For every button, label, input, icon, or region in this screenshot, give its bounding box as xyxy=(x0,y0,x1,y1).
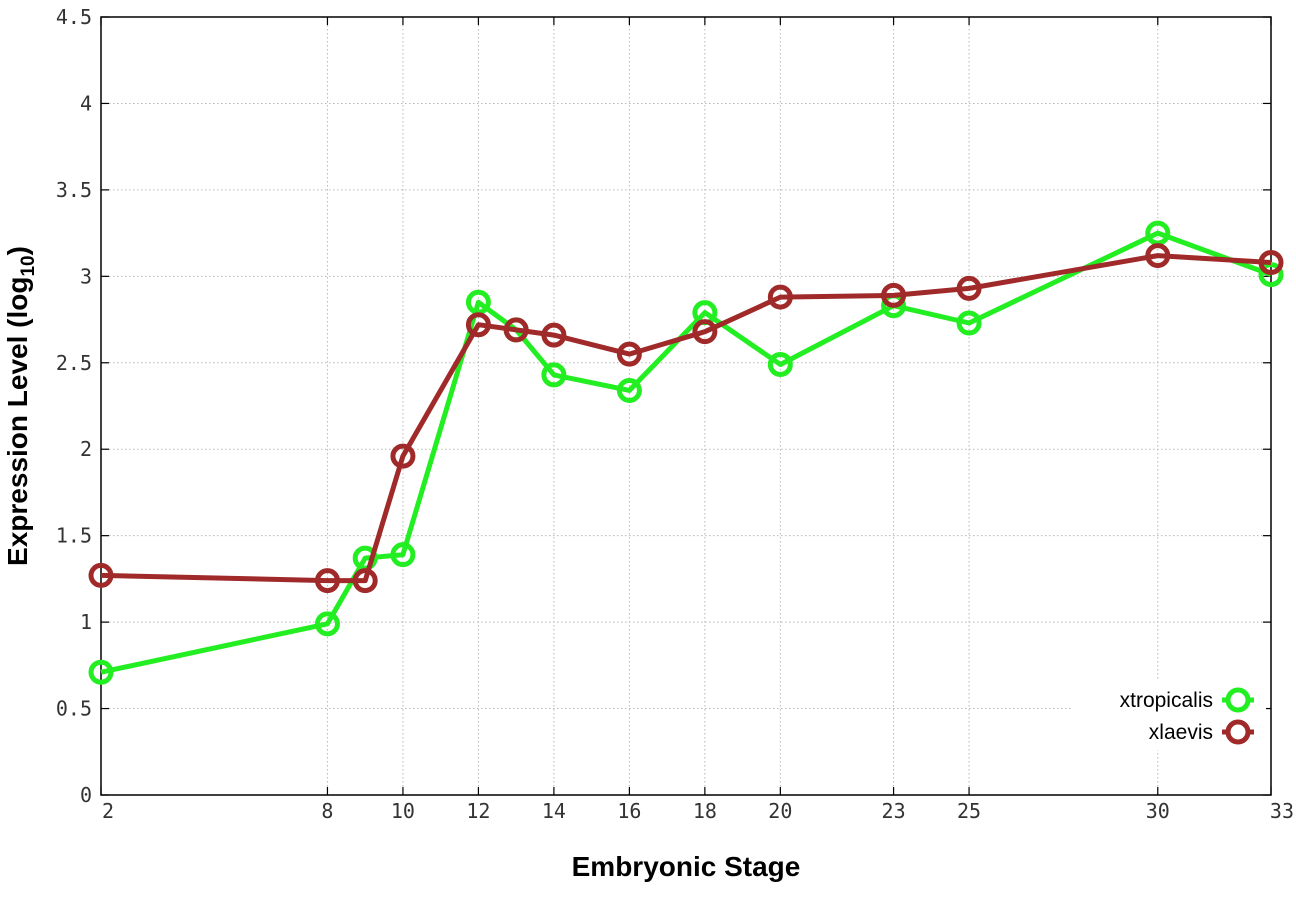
series-line-xlaevis xyxy=(100,253,1272,584)
y-tick-label: 2 xyxy=(80,437,92,461)
data-point-xlaevis xyxy=(314,568,340,594)
data-point-xlaevis xyxy=(503,317,529,343)
x-tick-label: 2 xyxy=(102,799,114,823)
y-tick-label: 0 xyxy=(80,783,92,807)
x-tick-label: 30 xyxy=(1146,799,1170,823)
data-point-xlaevis xyxy=(1258,250,1284,276)
y-axis-title-main: Expression Level (log xyxy=(2,277,33,566)
series xyxy=(88,220,1284,685)
x-tick-label: 14 xyxy=(542,799,566,823)
data-point-xtropicalis xyxy=(956,310,982,336)
data-point-xtropicalis xyxy=(541,362,567,388)
legend: xtropicalis xlaevis xyxy=(1072,680,1266,750)
y-tick-label: 4.5 xyxy=(56,5,92,29)
y-tick-label: 2.5 xyxy=(56,351,92,375)
data-point-xtropicalis xyxy=(88,659,114,685)
data-point-xtropicalis xyxy=(616,377,642,403)
y-axis-title-subscript: 10 xyxy=(18,255,39,276)
data-point-xlaevis xyxy=(390,443,416,469)
axis-ticks: 0 0.5 1 1.5 2 2.5 3 3.5 4 4.5 2 8 10 12 14 16 18 20 23 25 30… xyxy=(56,5,1294,823)
data-point-xlaevis xyxy=(1145,243,1171,269)
data-point-xlaevis xyxy=(767,284,793,310)
legend-marker-xlaevis xyxy=(1225,719,1251,745)
data-point-xlaevis xyxy=(541,322,567,348)
data-point-xtropicalis xyxy=(390,542,416,568)
x-tick-label: 20 xyxy=(768,799,792,823)
data-point-xlaevis xyxy=(881,282,907,308)
data-point-xtropicalis xyxy=(767,352,793,378)
x-tick-label: 10 xyxy=(391,799,415,823)
y-tick-label: 3 xyxy=(80,264,92,288)
data-point-xlaevis xyxy=(88,562,114,588)
data-point-xlaevis xyxy=(465,312,491,338)
data-point-xtropicalis xyxy=(1258,262,1284,288)
y-axis-title: Expression Level (log10) xyxy=(2,246,39,566)
legend-marker-xtropicalis xyxy=(1225,687,1251,713)
data-point-xlaevis xyxy=(616,341,642,367)
y-axis-title-close: ) xyxy=(2,246,33,255)
x-tick-label: 8 xyxy=(321,799,333,823)
data-point-xtropicalis xyxy=(314,611,340,637)
y-tick-label: 4 xyxy=(80,91,92,115)
y-tick-label: 3.5 xyxy=(56,178,92,202)
legend-label-xlaevis: xlaevis xyxy=(1149,721,1213,744)
series-xtropicalis xyxy=(88,220,1284,685)
x-tick-label: 25 xyxy=(957,799,981,823)
series-line-xtropicalis xyxy=(100,230,1272,675)
y-tick-label: 0.5 xyxy=(56,697,92,721)
legend-label-xtropicalis: xtropicalis xyxy=(1120,689,1213,712)
grid xyxy=(101,17,1271,795)
series-xlaevis xyxy=(88,243,1284,594)
y-tick-label: 1.5 xyxy=(56,524,92,548)
x-tick-label: 23 xyxy=(882,799,906,823)
x-tick-label: 18 xyxy=(693,799,717,823)
data-point-xlaevis xyxy=(352,568,378,594)
y-tick-label: 1 xyxy=(80,610,92,634)
x-tick-label: 33 xyxy=(1270,799,1294,823)
x-tick-label: 12 xyxy=(466,799,490,823)
data-point-xlaevis xyxy=(692,319,718,345)
x-axis-title: Embryonic Stage xyxy=(572,851,801,882)
x-tick-label: 16 xyxy=(617,799,641,823)
plot-frame xyxy=(100,16,1272,796)
data-point-xlaevis xyxy=(956,275,982,301)
